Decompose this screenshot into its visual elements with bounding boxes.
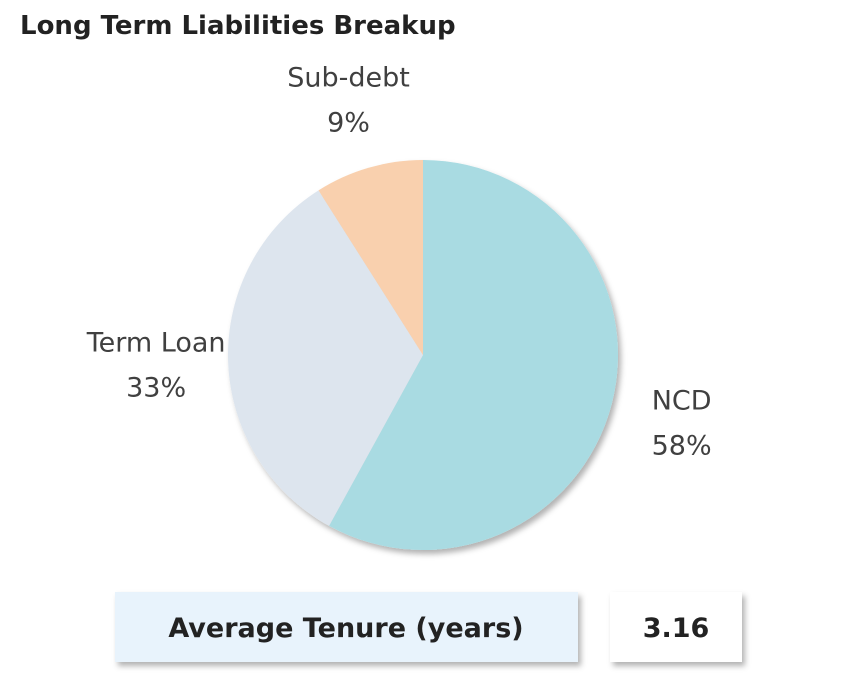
pie-slice xyxy=(318,160,423,355)
slice-name: Term Loan xyxy=(86,327,226,358)
slice-value: 33% xyxy=(126,372,186,403)
summary-value-box xyxy=(610,592,742,662)
pie-slice xyxy=(228,190,423,526)
slice-value: 9% xyxy=(327,108,370,139)
summary-label-box xyxy=(115,592,578,662)
pie-slice xyxy=(329,160,618,550)
slice-value: 58% xyxy=(652,430,712,461)
chart-title: Long Term Liabilities Breakup xyxy=(20,11,456,41)
summary-label: Average Tenure (years) xyxy=(168,613,523,644)
slice-name: NCD xyxy=(652,385,712,416)
pie xyxy=(228,160,618,550)
summary-value: 3.16 xyxy=(643,613,710,644)
slice-name: Sub-debt xyxy=(287,63,410,94)
